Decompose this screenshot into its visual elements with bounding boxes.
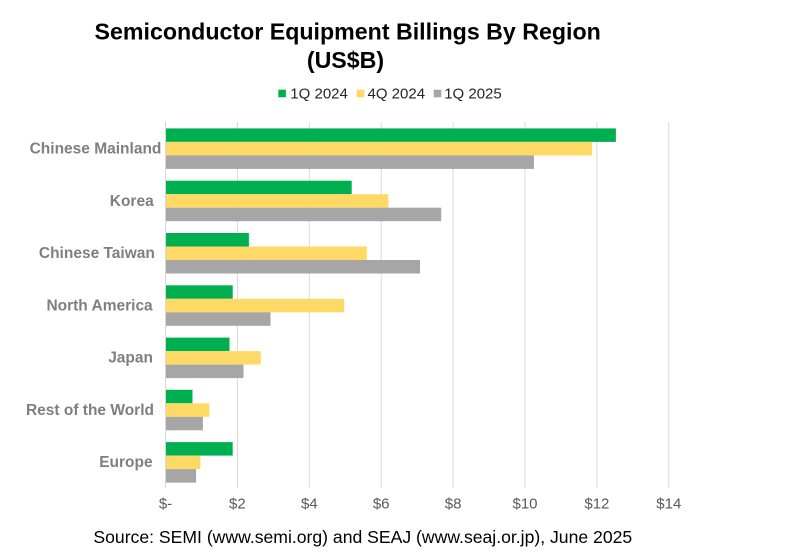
svg-text:$2: $2 bbox=[229, 496, 246, 513]
svg-text:$8: $8 bbox=[445, 496, 462, 513]
svg-text:Chinese Taiwan: Chinese Taiwan bbox=[39, 245, 155, 262]
svg-text:Source: SEMI (www.semi.org) an: Source: SEMI (www.semi.org) and SEAJ (ww… bbox=[93, 527, 632, 547]
svg-text:$12: $12 bbox=[584, 496, 609, 513]
svg-text:$10: $10 bbox=[512, 496, 537, 513]
svg-text:$14: $14 bbox=[656, 496, 681, 513]
svg-text:4Q 2024: 4Q 2024 bbox=[368, 85, 426, 102]
svg-text:(US$B): (US$B) bbox=[307, 47, 384, 73]
svg-text:$4: $4 bbox=[301, 496, 318, 513]
svg-text:$-: $- bbox=[159, 496, 172, 513]
svg-text:Semiconductor Equipment Billin: Semiconductor Equipment Billings By Regi… bbox=[95, 19, 601, 45]
svg-text:Japan: Japan bbox=[108, 350, 153, 367]
svg-text:1Q 2024: 1Q 2024 bbox=[290, 85, 348, 102]
svg-text:Chinese Mainland: Chinese Mainland bbox=[30, 141, 162, 158]
svg-text:Rest of the World: Rest of the World bbox=[26, 402, 154, 419]
svg-text:$6: $6 bbox=[373, 496, 390, 513]
svg-text:North America: North America bbox=[46, 297, 153, 314]
svg-text:1Q 2025: 1Q 2025 bbox=[444, 85, 502, 102]
svg-text:Europe: Europe bbox=[99, 454, 153, 471]
svg-text:Korea: Korea bbox=[110, 193, 154, 210]
